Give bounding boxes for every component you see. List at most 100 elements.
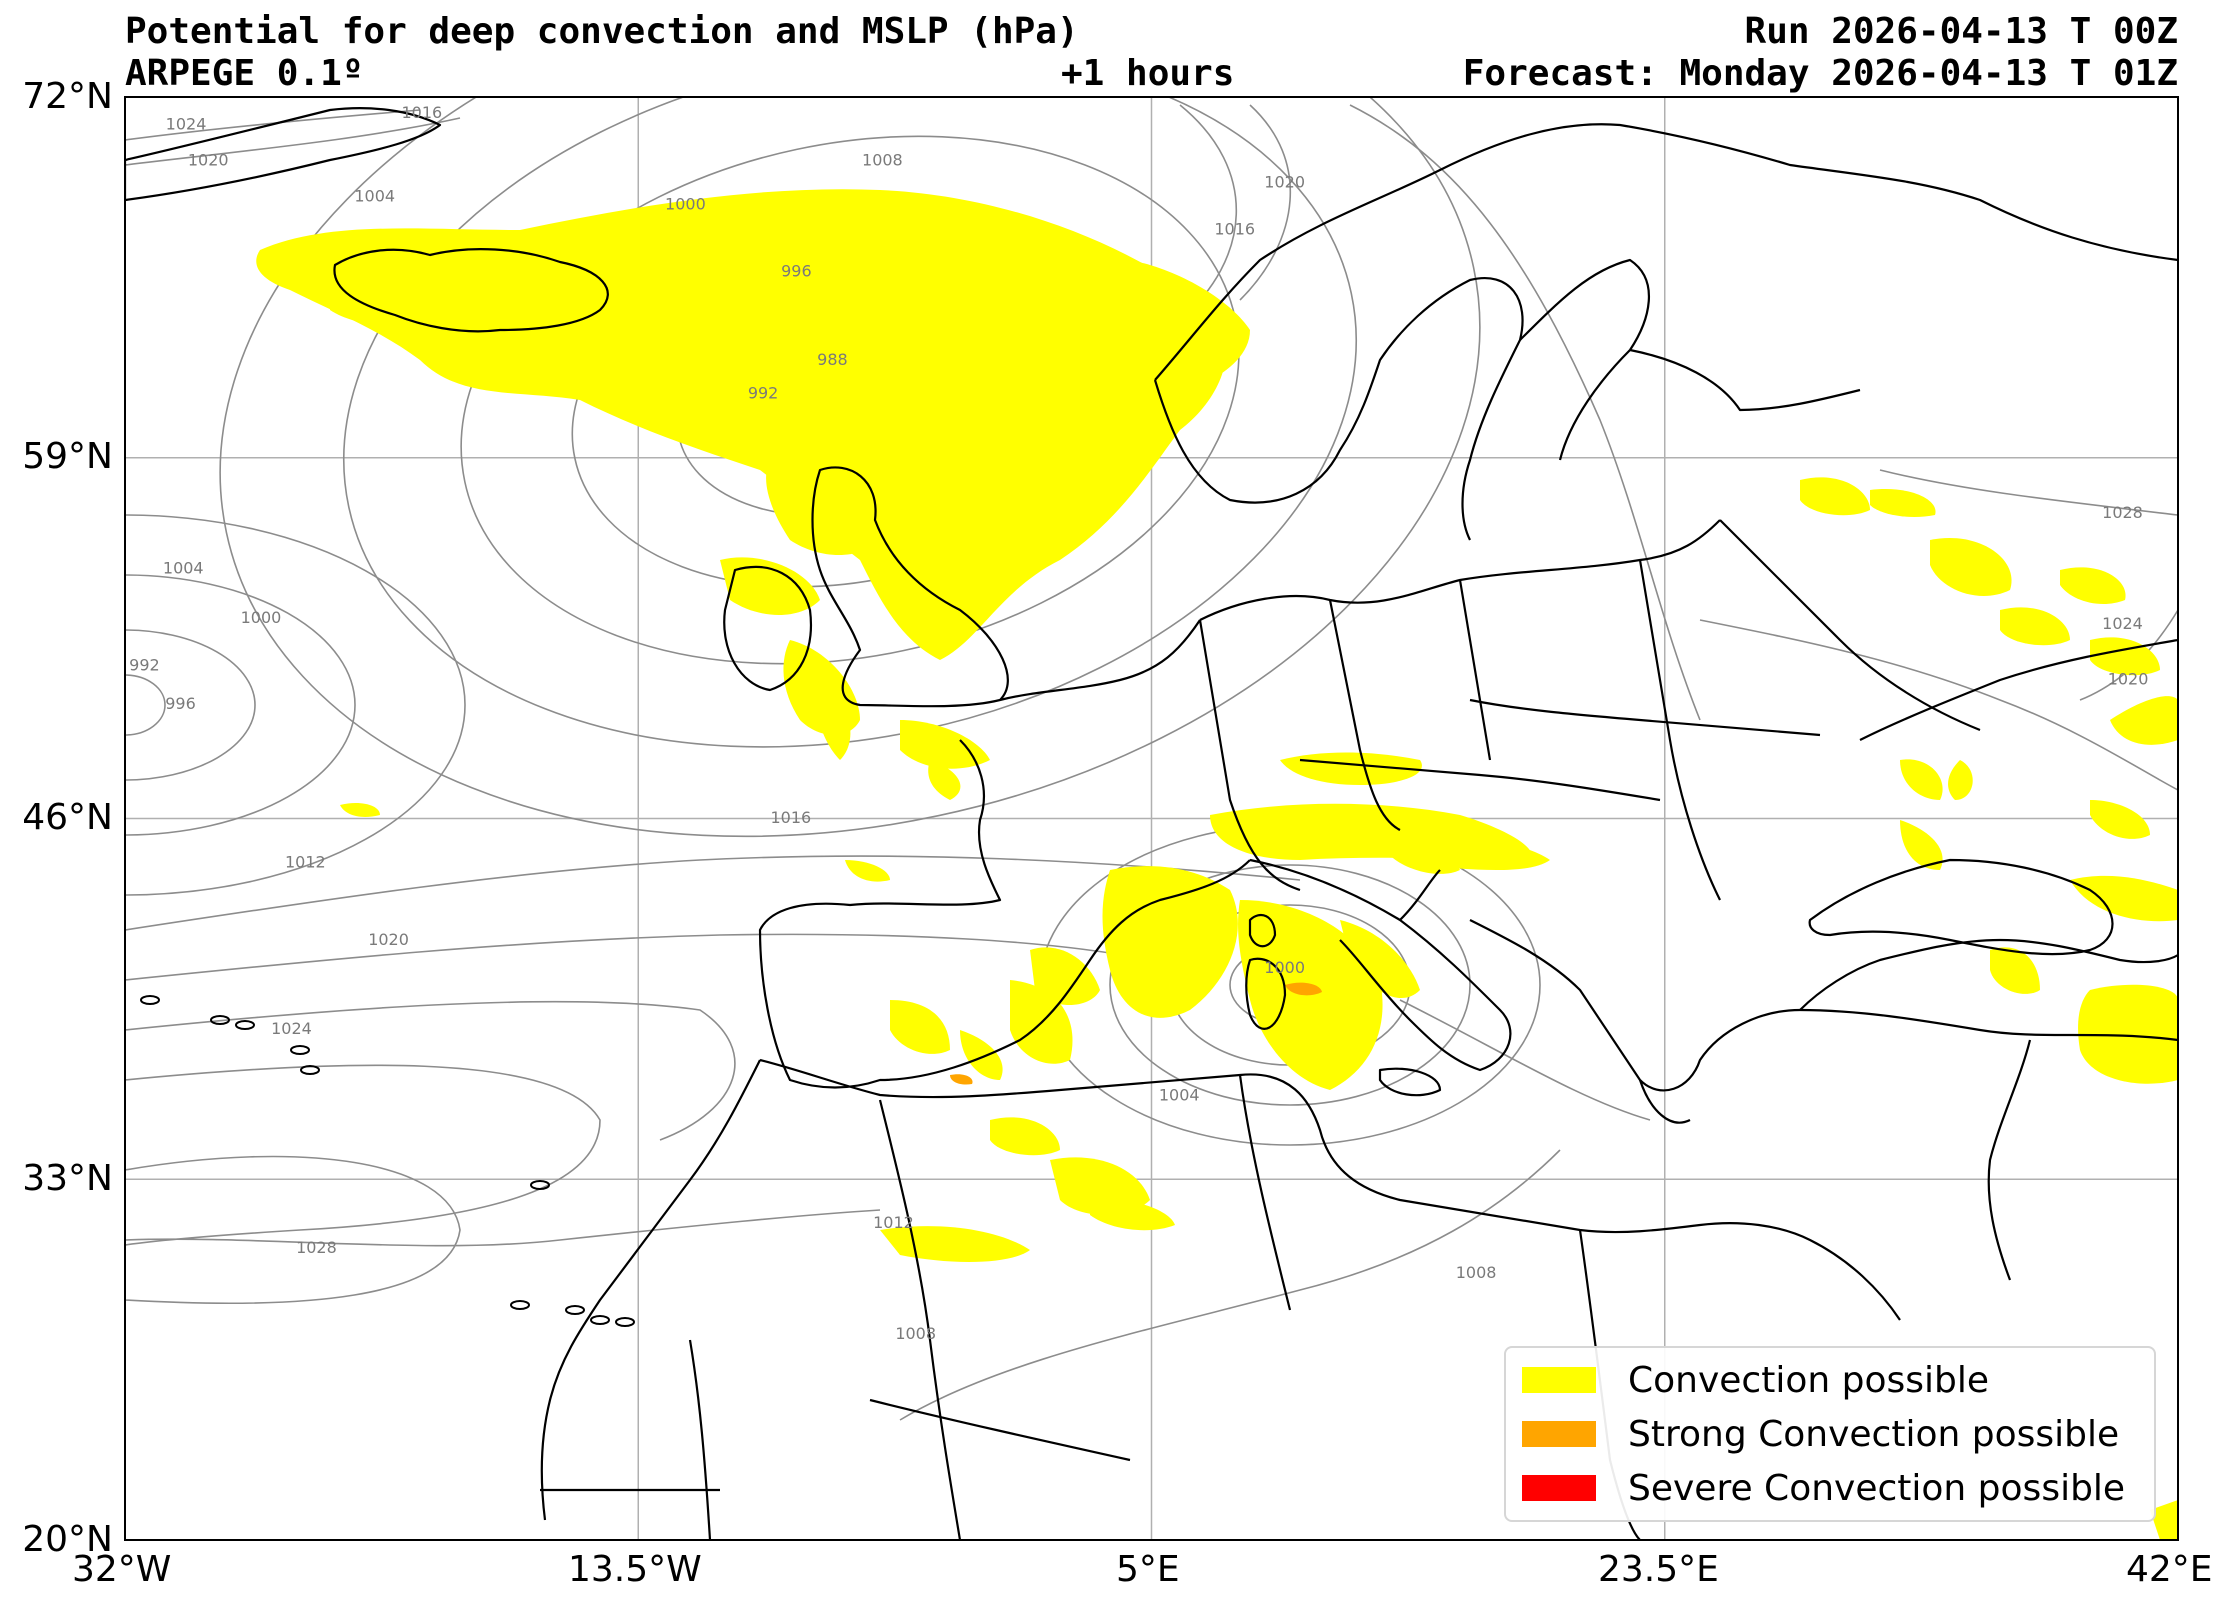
legend-label: Convection possible [1628, 1359, 1990, 1401]
convection-possible-area [2000, 607, 2070, 646]
island [510, 1300, 530, 1310]
coastline [1154, 123, 2178, 381]
isobar-label: 1000 [1264, 958, 1305, 977]
convection-possible-area [766, 460, 880, 555]
coastline [1248, 913, 1277, 948]
isobar [899, 1149, 1561, 1421]
isobar [125, 629, 256, 781]
island [290, 1045, 310, 1055]
isobar-label: 1020 [188, 150, 229, 169]
coastline [1378, 1067, 1442, 1097]
convection-possible-area [1380, 820, 1460, 874]
isobar-label: 996 [781, 261, 812, 280]
convection-possible-area [1870, 489, 1936, 517]
convection-possible-area [928, 760, 961, 800]
isobar-label: 1020 [368, 930, 409, 949]
isobar-label: 1008 [895, 1324, 936, 1343]
coastline [1153, 277, 1524, 541]
legend-swatch [1522, 1421, 1596, 1447]
coastline [1238, 1074, 1292, 1311]
coastline [811, 466, 1009, 708]
isobar [1699, 619, 2178, 791]
convection-possible-area [1090, 1199, 1175, 1231]
isobar-label: 988 [817, 350, 848, 369]
isobar [125, 1064, 601, 1246]
model-label: ARPEGE 0.1º [125, 53, 364, 94]
island [300, 1065, 320, 1075]
isobar [1879, 469, 2178, 516]
convection-possible-area [1030, 947, 1100, 1005]
coastline [1249, 858, 1512, 1072]
island [615, 1317, 635, 1327]
isobar [125, 1155, 461, 1305]
convection-possible-area [2060, 567, 2126, 605]
island [235, 1020, 255, 1030]
isobar [125, 1000, 736, 1141]
lead-time-label: +1 hours [1061, 53, 1235, 94]
island [140, 995, 160, 1005]
isobar [1399, 999, 1651, 1121]
isobar-label: 1004 [163, 558, 204, 577]
coastline [723, 565, 812, 692]
isobar-label: 1028 [296, 1238, 337, 1257]
isobar-label: 1008 [862, 150, 903, 169]
convection-possible-area [1930, 538, 2012, 596]
isobar [125, 674, 166, 736]
isobar [219, 97, 1481, 838]
coastline [333, 248, 609, 333]
convection-possible-area [2090, 995, 2150, 1013]
isobar-label: 1000 [241, 608, 282, 627]
convection-possible-area [990, 1117, 1060, 1156]
convection-possible-area [1900, 820, 1943, 870]
legend-item-convection: Convection possible [1522, 1359, 1990, 1401]
run-label: Run 2026-04-13 T 00Z [1744, 11, 2178, 52]
isobar-label: 1020 [2108, 669, 2149, 688]
convection-possible-area [340, 803, 380, 817]
coastline [1629, 348, 1861, 412]
lon-tick-label: 32°W [72, 1549, 172, 1590]
isobar [125, 574, 356, 836]
isobar-labels: 1024 1020 1016 1008 1004 1000 1020 1016 996 988 99… [129, 103, 2148, 1343]
isobar-label: 992 [129, 655, 160, 674]
lat-tick-label: 59°N [22, 436, 113, 477]
lon-tick-label: 13.5°W [568, 1549, 702, 1590]
isobar [1109, 864, 1471, 1106]
convection-possible-area [1948, 760, 1973, 800]
coastline [759, 1058, 1901, 1321]
convection-possible-area [330, 285, 440, 326]
coastline [1519, 258, 1651, 461]
isobar [125, 1209, 881, 1247]
coastline [1638, 559, 1721, 901]
convection-possible-area [2070, 875, 2178, 922]
isobar [125, 109, 421, 141]
isobar-label: 1016 [770, 808, 811, 827]
coastline [1469, 698, 1821, 737]
isobar [125, 514, 466, 896]
convection-possible-area [720, 557, 820, 615]
isobar-label: 1008 [1456, 1263, 1497, 1282]
coastline [1458, 579, 1492, 761]
convection-possible-area [2090, 800, 2150, 839]
island [210, 1015, 230, 1025]
isobar-label: 1004 [354, 186, 395, 205]
isobar-label: 1004 [1159, 1086, 1200, 1105]
island [530, 1180, 550, 1190]
isobar-label: 1000 [665, 195, 706, 214]
island [590, 1315, 610, 1325]
legend-swatch [1522, 1475, 1596, 1501]
convection-possible-area [845, 860, 890, 882]
coastline [1328, 599, 1401, 831]
isobar-label: 1012 [285, 852, 326, 871]
strong-convection-area [950, 1074, 973, 1085]
legend-item-severe-convection: Severe Convection possible [1522, 1468, 2125, 1509]
coastline [1399, 869, 1441, 921]
coastline [1808, 858, 2114, 956]
convection-possible-area [2078, 984, 2178, 1084]
isobar-label: 1016 [401, 103, 442, 122]
isobar [1349, 104, 1701, 721]
convection-possible-area [1340, 920, 1420, 999]
isobar-label: 996 [165, 694, 196, 713]
coastline [1799, 938, 2178, 1011]
coastline [1987, 1039, 2032, 1281]
isobar-label: 1024 [166, 114, 207, 133]
